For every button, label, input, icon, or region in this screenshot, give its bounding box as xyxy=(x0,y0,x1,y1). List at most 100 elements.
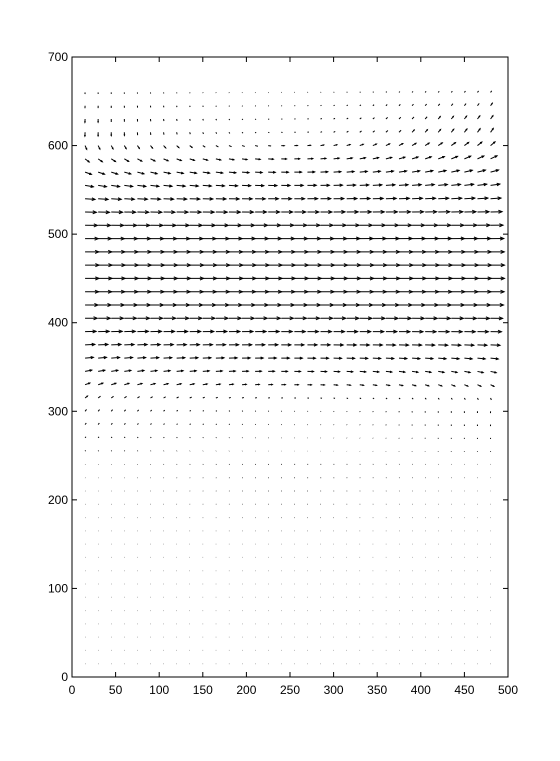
vector-arrowhead xyxy=(459,316,465,321)
vector-arrow xyxy=(346,130,349,133)
vector-arrowhead xyxy=(316,223,322,228)
y-tick-label: 100 xyxy=(48,581,68,595)
vector-arrowhead xyxy=(309,383,313,386)
vector-arrowhead xyxy=(491,114,494,118)
vector-arrowhead xyxy=(361,143,365,146)
vector-arrowhead xyxy=(287,196,293,201)
vector-arrowhead xyxy=(492,141,497,144)
vector-arrow xyxy=(85,198,96,200)
vector-arrowhead xyxy=(194,171,198,175)
vector-arrowhead xyxy=(499,223,505,228)
vector-arrow xyxy=(111,198,122,200)
vector-arrowhead xyxy=(484,196,490,201)
vector-arrow xyxy=(97,409,100,412)
vector-arrowhead xyxy=(180,171,185,175)
vector-arrowhead xyxy=(141,369,146,373)
vector-arrowhead xyxy=(157,329,163,334)
vector-arrowhead xyxy=(351,356,356,360)
vector-arrowhead xyxy=(87,160,91,163)
vector-arrowhead xyxy=(337,157,341,160)
vector-arrowhead xyxy=(452,128,455,131)
vector-arrowhead xyxy=(443,357,448,361)
vector-arrowhead xyxy=(236,210,242,215)
vector-arrowhead xyxy=(104,197,110,201)
vector-arrowhead xyxy=(130,342,136,347)
vector-arrow xyxy=(398,116,402,120)
vector-arrowhead xyxy=(421,302,427,308)
vector-arrowhead xyxy=(430,356,435,361)
vector-arrowhead xyxy=(481,155,486,159)
vector-arrowhead xyxy=(338,170,343,174)
vector-arrowhead xyxy=(262,329,268,334)
vector-arrowhead xyxy=(296,144,299,147)
vector-arrow xyxy=(398,129,402,133)
vector-arrow xyxy=(228,131,231,134)
vector-arrowhead xyxy=(326,183,331,187)
vector-arrowhead xyxy=(277,302,283,308)
vector-arrow xyxy=(477,90,479,93)
vector-arrowhead xyxy=(211,223,217,228)
vector-arrowhead xyxy=(392,343,397,347)
vector-arrowhead xyxy=(439,128,442,131)
vector-arrowhead xyxy=(157,197,162,201)
vector-arrow xyxy=(150,357,159,359)
vector-arrowhead xyxy=(233,171,238,175)
vector-arrowhead xyxy=(143,197,149,201)
vector-arrowhead xyxy=(453,141,457,145)
x-tick-label: 100 xyxy=(149,683,169,697)
vector-arrowhead xyxy=(210,329,216,334)
vector-arrow xyxy=(150,436,152,439)
vector-arrowhead xyxy=(155,356,161,360)
vector-arrowhead xyxy=(83,134,86,138)
vector-arrowhead xyxy=(354,209,360,214)
vector-arrowhead xyxy=(491,127,495,131)
vector-arrowhead xyxy=(105,210,111,215)
vector-arrowhead xyxy=(167,369,172,373)
vector-arrowhead xyxy=(390,169,395,173)
vector-arrowhead xyxy=(116,184,121,188)
vector-arrowhead xyxy=(470,343,476,347)
vector-arrowhead xyxy=(274,196,280,201)
vector-arrowhead xyxy=(197,316,204,321)
vector-arrowhead xyxy=(285,170,290,174)
vector-arrowhead xyxy=(418,343,423,347)
vector-arrowhead xyxy=(143,342,149,347)
vector-arrow xyxy=(176,423,178,425)
vector-arrowhead xyxy=(427,384,430,387)
vector-arrowhead xyxy=(224,302,231,308)
vector-arrowhead xyxy=(405,196,411,201)
vector-arrowhead xyxy=(350,157,354,160)
vector-arrowhead xyxy=(468,370,472,374)
vector-arrowhead xyxy=(457,182,462,187)
vector-arrowhead xyxy=(138,147,141,150)
vector-arrowhead xyxy=(208,356,213,360)
vector-arrowhead xyxy=(337,370,341,373)
vector-arrowhead xyxy=(101,382,105,385)
vector-arrowhead xyxy=(363,370,368,374)
vector-arrow xyxy=(202,118,204,121)
x-tick-label: 0 xyxy=(69,683,76,697)
vector-arrowhead xyxy=(407,316,413,321)
vector-arrowhead xyxy=(471,329,477,334)
vector-arrow xyxy=(137,423,139,425)
vector-arrowhead xyxy=(115,369,120,373)
vector-arrow xyxy=(490,357,499,360)
vector-arrow xyxy=(398,170,407,173)
y-tick-label: 0 xyxy=(61,670,68,684)
vector-arrowhead xyxy=(366,196,372,201)
vector-arrowhead xyxy=(153,382,157,385)
vector-arrowhead xyxy=(288,329,294,334)
vector-arrowhead xyxy=(250,223,256,228)
vector-arrowhead xyxy=(207,171,211,175)
vector-arrow xyxy=(215,396,218,399)
vector-arrow xyxy=(124,198,135,200)
vector-arrow xyxy=(84,409,87,412)
vector-arrow xyxy=(98,198,109,200)
vector-arrowhead xyxy=(126,159,130,163)
plot-area xyxy=(71,56,509,678)
vector-arrow xyxy=(137,409,140,412)
vector-arrowhead xyxy=(205,383,209,386)
vector-arrowhead xyxy=(327,329,333,334)
vector-arrow xyxy=(477,357,486,360)
vector-arrowhead xyxy=(473,302,479,308)
